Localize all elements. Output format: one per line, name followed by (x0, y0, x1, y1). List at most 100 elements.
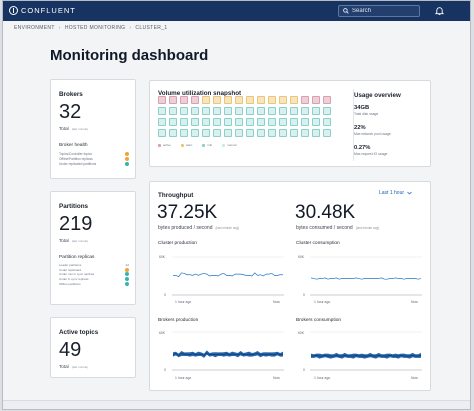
brokers-consumption-chart (310, 331, 422, 371)
volume-tile (312, 96, 320, 104)
chart-series-line (310, 277, 422, 280)
broker-health-list: Topics/Controller topics Offline/Partiti… (59, 151, 129, 167)
chart-series-line (172, 352, 284, 356)
volume-tile (180, 96, 188, 104)
broker-health-item-label: Offline/Partition replicas (59, 156, 93, 161)
cluster-consumption-x-left: 1 hour ago (314, 300, 331, 304)
brokers-total: Total (last minute) (59, 126, 88, 131)
search-box[interactable] (338, 5, 420, 17)
usage-request-io-label: Max request IO usage (354, 152, 388, 156)
volume-tile (312, 118, 320, 126)
volume-tile (169, 107, 177, 115)
partition-replica-label: Under in sync replicas (59, 277, 89, 282)
cluster-consumption-y-top: 60K (298, 255, 305, 259)
volume-tile (235, 118, 243, 126)
time-range-dropdown[interactable]: Last 1 hour (379, 190, 412, 196)
volume-tile-grid (158, 96, 331, 137)
search-icon (343, 8, 349, 14)
broker-health-item: Offline/Partition replicas (59, 156, 129, 161)
volume-tile (323, 118, 331, 126)
volume-tile (290, 118, 298, 126)
volume-tile (290, 129, 298, 137)
legend-warn-swatch (180, 143, 184, 147)
bytes-produced-label: bytes produced / second (last minute avg) (158, 225, 239, 231)
volume-tile (202, 129, 210, 137)
bytes-consumed-hint: (last minute avg) (355, 226, 380, 230)
top-navigation: CONFLUENT (3, 1, 470, 21)
time-range-label: Last 1 hour (379, 190, 405, 196)
volume-utilization-title: Volume utilization snapshot (158, 90, 242, 97)
volume-tile (158, 118, 166, 126)
volume-tile (301, 107, 309, 115)
broker-health-item: Under replicated partitions (59, 161, 129, 166)
broker-health-title: Broker health (59, 143, 88, 148)
partitions-label: Partitions (59, 203, 89, 210)
notification-bell-icon[interactable] (435, 6, 444, 16)
active-topics-value: 49 (59, 339, 82, 361)
cluster-consumption-x-right: Now (411, 300, 418, 304)
volume-tile (268, 96, 276, 104)
cluster-consumption-y-bottom: 0 (303, 293, 305, 297)
search-input[interactable] (352, 8, 416, 14)
volume-tile (235, 129, 243, 137)
volume-tile (301, 129, 309, 137)
healthy-status-dot (125, 281, 129, 286)
active-topics-label: Active topics (59, 329, 99, 336)
partition-replica-item: Offline partitions (59, 281, 129, 286)
partitions-value: 219 (59, 213, 93, 235)
brokers-total-label: Total (59, 126, 69, 131)
legend-active-label: active (163, 143, 171, 147)
healthy-status-dot (125, 277, 129, 282)
partitions-total-label: Total (59, 238, 69, 243)
volume-tile (224, 107, 232, 115)
legend-info: info (202, 143, 212, 147)
volume-tile (312, 129, 320, 137)
breadcrumb-separator: › (58, 25, 61, 31)
volume-tile (268, 129, 276, 137)
breadcrumb-cluster[interactable]: CLUSTER_1 (135, 25, 168, 31)
breadcrumb-hosted-monitoring[interactable]: HOSTED MONITORING (64, 25, 126, 31)
volume-tile (257, 118, 265, 126)
confluent-logo[interactable]: CONFLUENT (9, 6, 76, 15)
volume-tile (180, 129, 188, 137)
volume-tile (235, 96, 243, 104)
breadcrumb: ENVIRONMENT › HOSTED MONITORING › CLUSTE… (14, 25, 167, 31)
volume-tile (279, 129, 287, 137)
legend-active: active (158, 143, 171, 147)
volume-tile (180, 118, 188, 126)
warning-status-dot (125, 267, 129, 272)
bytes-produced-hint: (last minute avg) (215, 226, 240, 230)
volume-tile (301, 96, 309, 104)
volume-tile (180, 107, 188, 115)
usage-network-label: Max network pool usage (354, 132, 391, 136)
volume-tile (158, 96, 166, 104)
volume-tile (169, 129, 177, 137)
broker-health-item-label: Under replicated partitions (59, 161, 97, 166)
brokers-production-title: Brokers production (158, 318, 199, 323)
volume-tile (213, 96, 221, 104)
volume-tile (312, 107, 320, 115)
volume-tile (191, 118, 199, 126)
partition-replica-item: Under min in sync replicas (59, 272, 129, 277)
healthy-status-dot (125, 272, 129, 277)
brokers-production-y-top: 60K (159, 331, 166, 335)
partition-replica-value: 22 (125, 263, 129, 268)
usage-disk-label: Total disk usage (354, 112, 379, 116)
bytes-consumed-text: bytes consumed / second (296, 225, 353, 231)
brokers-card: Brokers 32 Total (last minute) Broker hea… (50, 79, 136, 179)
volume-tile (158, 107, 166, 115)
throughput-card: Throughput Last 1 hour 37.25K bytes prod… (149, 181, 431, 391)
broker-health-item: Topics/Controller topics (59, 151, 129, 156)
partitions-total-hint: (last minute) (71, 239, 89, 243)
chevron-down-icon (407, 191, 412, 195)
volume-utilization-card: Volume utilization snapshot active warn … (149, 80, 431, 167)
partition-replica-label: Under min in sync replicas (59, 272, 95, 277)
breadcrumb-environment[interactable]: ENVIRONMENT (14, 25, 55, 31)
volume-tile (301, 118, 309, 126)
volume-tile (202, 118, 210, 126)
partition-replica-item: Under in sync replicas (59, 277, 129, 282)
volume-tile (268, 118, 276, 126)
volume-tile (213, 107, 221, 115)
cluster-production-title: Cluster production (158, 241, 197, 246)
